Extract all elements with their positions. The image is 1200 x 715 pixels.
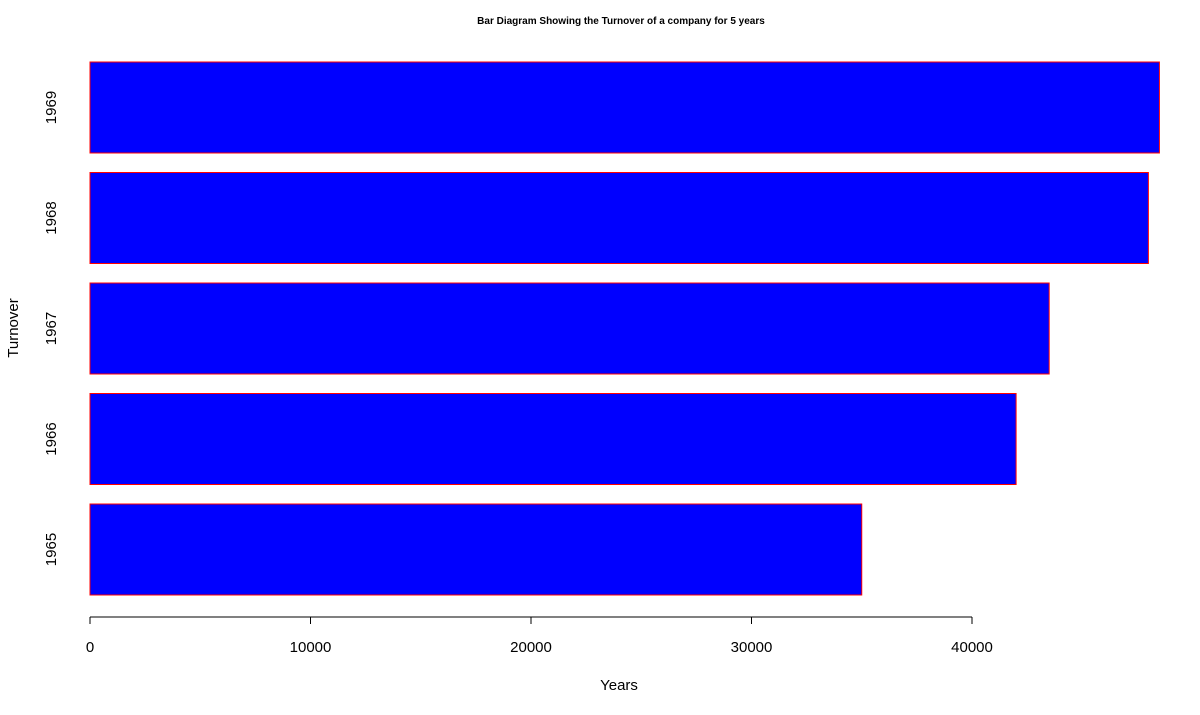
y-tick-label-1967: 1967	[43, 312, 60, 345]
y-tick-labels: 1965 1966 1967 1968 1969	[43, 91, 60, 566]
x-tick-label-40000: 40000	[951, 639, 993, 656]
y-tick-label-1969: 1969	[43, 91, 60, 124]
y-tick-label-1968: 1968	[43, 201, 60, 234]
bar-1969	[89, 61, 1160, 154]
y-axis-label: Turnover	[5, 298, 22, 357]
chart-title: Bar Diagram Showing the Turnover of a co…	[477, 16, 765, 27]
y-tick-label-1966: 1966	[43, 422, 60, 455]
x-axis: 0 10000 20000 30000 40000	[86, 616, 993, 656]
y-tick-label-1965: 1965	[43, 533, 60, 566]
x-tick-label-20000: 20000	[510, 639, 552, 656]
x-axis-label: Years	[600, 677, 638, 694]
bar-1968	[89, 172, 1149, 264]
bar-1966	[89, 393, 1017, 485]
bar-1965	[89, 503, 863, 596]
bar-1967	[89, 282, 1050, 375]
x-tick-label-0: 0	[86, 639, 94, 656]
x-tick-label-10000: 10000	[290, 639, 332, 656]
bars-group	[89, 61, 1160, 596]
x-tick-label-30000: 30000	[731, 639, 773, 656]
